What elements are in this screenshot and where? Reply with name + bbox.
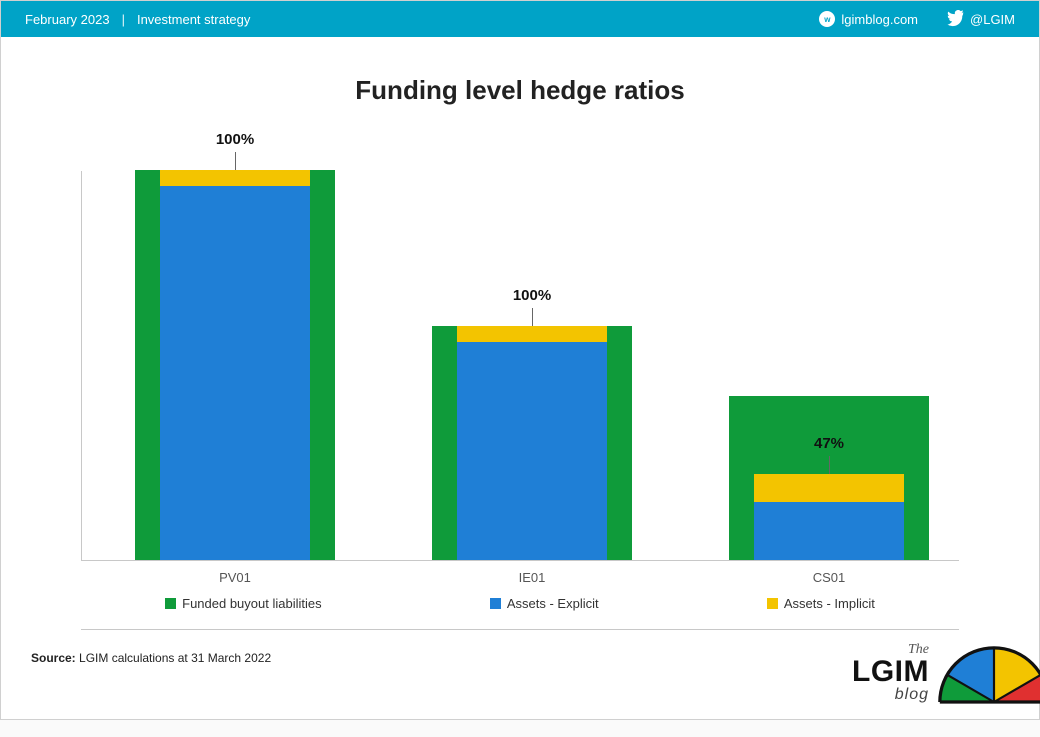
legend-swatch: [767, 598, 778, 609]
legend-swatch: [165, 598, 176, 609]
logo-sub: blog: [852, 687, 929, 703]
lgim-logo: The LGIM blog: [852, 643, 929, 703]
source-text: LGIM calculations at 31 March 2022: [79, 651, 271, 665]
legend-swatch: [490, 598, 501, 609]
legend-label: Funded buyout liabilities: [182, 596, 321, 611]
bar-assets-implicit: [457, 326, 607, 342]
bar-assets-explicit: [754, 502, 904, 561]
bar-assets-implicit: [160, 170, 310, 186]
leader-line: [235, 152, 236, 170]
bar-assets-implicit: [754, 474, 904, 501]
bar-assets-explicit: [160, 186, 310, 560]
source-line: Source: LGIM calculations at 31 March 20…: [31, 651, 271, 665]
chart-title: Funding level hedge ratios: [1, 75, 1039, 106]
legend-label: Assets - Explicit: [507, 596, 599, 611]
leader-line: [829, 456, 830, 474]
twitter-icon: [946, 10, 964, 28]
chart-plot-area: 100%PV01100%IE0147%CS01: [81, 171, 959, 561]
data-label: 100%: [100, 131, 370, 148]
blog-url: lgimblog.com: [841, 12, 918, 27]
x-axis-label: CS01: [694, 570, 964, 585]
header-separator: |: [122, 12, 125, 27]
legend-item: Funded buyout liabilities: [165, 596, 321, 611]
bar-assets-stack: [160, 170, 310, 560]
data-label: 100%: [397, 287, 667, 304]
header-bar: February 2023 | Investment strategy w lg…: [1, 1, 1039, 37]
bar-assets-stack: [457, 326, 607, 560]
slide-frame: February 2023 | Investment strategy w lg…: [0, 0, 1040, 720]
data-label: 47%: [694, 435, 964, 452]
legend-item: Assets - Explicit: [490, 596, 599, 611]
x-axis-label: PV01: [100, 570, 370, 585]
umbrella-icon: [929, 637, 1040, 737]
bar-group-cs01: 47%CS01: [694, 171, 964, 560]
bar-assets-explicit: [457, 342, 607, 560]
header-category: Investment strategy: [137, 12, 250, 27]
chart-legend: Funded buyout liabilities Assets - Explic…: [81, 596, 959, 630]
bar-assets-stack: [754, 474, 904, 560]
bar-group-ie01: 100%IE01: [397, 171, 667, 560]
twitter-link[interactable]: @LGIM: [946, 10, 1015, 28]
legend-item: Assets - Implicit: [767, 596, 875, 611]
header-date: February 2023: [25, 12, 110, 27]
blog-link[interactable]: w lgimblog.com: [819, 11, 918, 27]
leader-line: [532, 308, 533, 326]
bar-group-pv01: 100%PV01: [100, 171, 370, 560]
logo-main: LGIM: [852, 657, 929, 687]
legend-label: Assets - Implicit: [784, 596, 875, 611]
www-icon: w: [819, 11, 835, 27]
twitter-handle: @LGIM: [970, 12, 1015, 27]
x-axis-label: IE01: [397, 570, 667, 585]
source-prefix: Source:: [31, 651, 76, 665]
